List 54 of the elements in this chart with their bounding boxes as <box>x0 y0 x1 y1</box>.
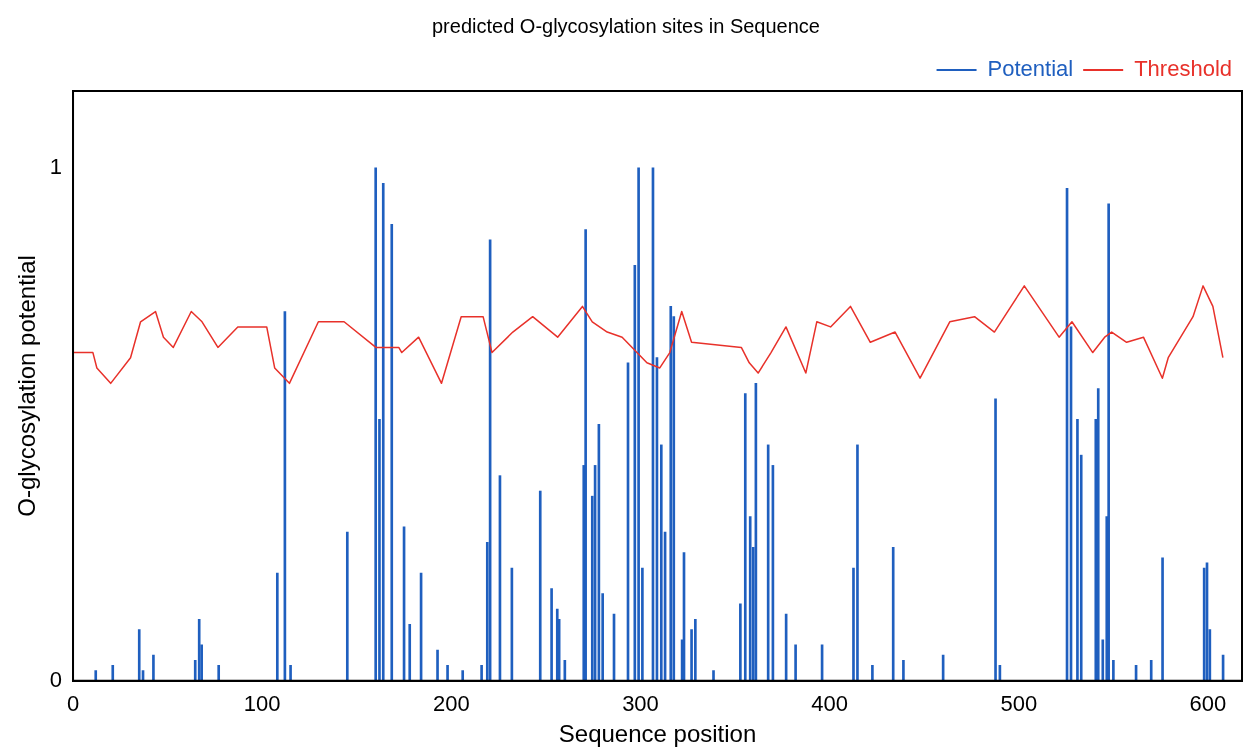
bar <box>694 618 697 681</box>
bar <box>739 603 742 681</box>
bar <box>856 444 859 681</box>
bar <box>275 572 279 681</box>
bar <box>1096 388 1100 681</box>
bar <box>374 167 378 681</box>
bar <box>436 649 439 681</box>
y-tick-label: 1 <box>49 153 63 179</box>
x-tick-label: 500 <box>1000 691 1038 717</box>
x-tick-label: 100 <box>243 691 281 717</box>
bar <box>669 306 673 681</box>
bar <box>766 444 770 681</box>
bar <box>217 665 221 681</box>
bar <box>538 490 542 681</box>
bar <box>111 665 115 681</box>
bar <box>289 665 292 681</box>
bar <box>446 665 449 681</box>
chart-title: predicted O-glycosylation sites in Sequence <box>432 14 820 37</box>
bar <box>748 516 752 681</box>
bar <box>712 670 715 681</box>
bar <box>871 665 874 681</box>
bar <box>994 398 997 681</box>
x-tick-label: 0 <box>66 691 80 717</box>
bar <box>94 670 98 681</box>
x-tick-label: 600 <box>1189 691 1227 717</box>
bar <box>637 167 640 681</box>
bar <box>461 670 465 681</box>
x-tick-label: 400 <box>811 691 849 717</box>
bar <box>408 624 412 681</box>
bar <box>381 182 385 681</box>
x-tick-label: 200 <box>432 691 470 717</box>
bar <box>743 393 747 681</box>
bar <box>1161 557 1164 681</box>
bar <box>1076 418 1079 681</box>
bar <box>1107 203 1110 681</box>
bar <box>137 629 141 681</box>
bar <box>480 665 483 681</box>
bar <box>1112 659 1115 681</box>
bar <box>891 547 895 681</box>
bar <box>152 654 155 681</box>
bar <box>659 444 663 681</box>
legend-label: Threshold <box>1134 56 1233 82</box>
bar <box>794 644 797 681</box>
x-tick-label: 300 <box>622 691 659 717</box>
bar <box>902 659 905 681</box>
bar <box>197 618 201 681</box>
legend-label: Potential <box>987 56 1074 82</box>
bar <box>345 531 349 681</box>
x-axis-title: Sequence position <box>558 720 757 748</box>
bar <box>390 224 394 681</box>
y-axis-title: O-glycosylation potential <box>13 255 41 517</box>
bar <box>584 229 587 681</box>
bar <box>1149 659 1153 681</box>
bar <box>550 588 553 681</box>
